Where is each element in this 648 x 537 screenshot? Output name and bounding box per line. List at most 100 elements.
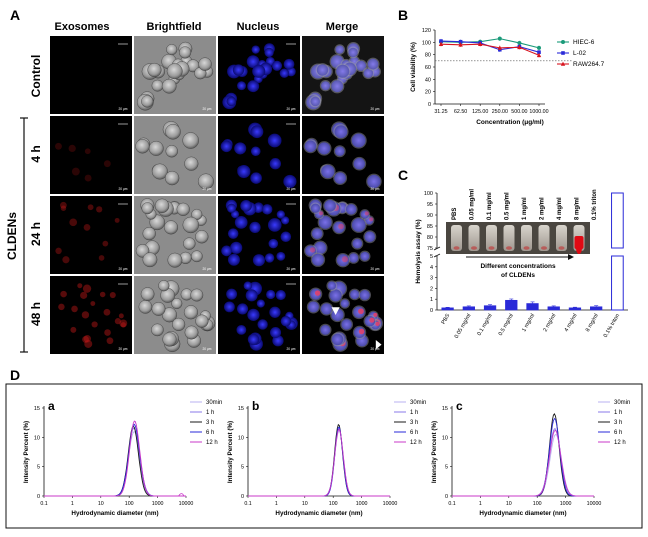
cell-brightfield <box>195 230 209 244</box>
x-tick-label: 125.00 <box>472 109 488 115</box>
y-tick-label: 80 <box>427 235 433 241</box>
x-tick-label: 10000 <box>383 501 398 507</box>
y-tick-label: 5 <box>241 465 244 471</box>
tube-sediment <box>453 246 460 250</box>
cell-brightfield <box>165 145 178 158</box>
y-tick-label: 60 <box>425 65 431 71</box>
panel-a: A Exosomes Brightfield Nucleus Merge Con… <box>5 7 384 354</box>
exosome-signal <box>70 326 77 333</box>
x-tick-label: 100 <box>533 501 542 507</box>
inset-tube-label: 4 mg/ml <box>557 197 563 220</box>
cell-nucleus <box>226 288 238 300</box>
y-tick-label: 2 <box>430 286 433 292</box>
series-line-l-02 <box>440 40 540 53</box>
micrograph-control-brightfield: 20 μm <box>134 36 216 114</box>
x-tick-label: 1000 <box>152 501 164 507</box>
x-axis-label: Hydrodynamic diameter (nm) <box>71 510 158 517</box>
cell-nucleus <box>250 146 261 157</box>
cell-nucleus <box>232 64 245 76</box>
dls-curve-6h <box>44 423 186 497</box>
y-tick-label: 75 <box>427 246 433 252</box>
exosome-signal <box>77 283 83 289</box>
exosome-signal <box>71 167 80 176</box>
micrograph-48h-brightfield: 20 μm <box>134 276 216 354</box>
data-point <box>537 50 541 54</box>
y-tick-label: 10 <box>238 435 244 441</box>
axis-break-mark <box>433 253 441 258</box>
data-point <box>458 39 463 44</box>
y-tick-label: 5 <box>445 465 448 471</box>
cell-nucleus <box>236 324 247 335</box>
bar <box>547 306 560 311</box>
cell-nucleus <box>261 204 273 215</box>
x-axis-label: Hydrodynamic diameter (nm) <box>275 510 362 517</box>
cell-brightfield <box>147 62 162 78</box>
tube <box>538 225 550 251</box>
cell-nucleus <box>279 68 290 78</box>
inset-tube-label: 0.5 mg/ml <box>505 192 511 220</box>
cell-brightfield <box>151 79 164 92</box>
tube-sediment <box>523 246 530 250</box>
cell-nucleus <box>249 221 261 234</box>
micrograph-48h-nucleus: 20 μm <box>218 276 300 354</box>
y-tick-label: 80 <box>425 53 431 59</box>
bar <box>483 305 497 311</box>
x-tick-label: 100 <box>125 501 134 507</box>
cell-brightfield <box>190 250 203 263</box>
x-tick-label: 1 mg/ml <box>521 313 536 333</box>
tube-sediment <box>488 246 495 250</box>
scale-bar-label: 20 μm <box>287 107 296 111</box>
y-tick-label: 0 <box>430 308 433 314</box>
micrograph-24h-brightfield: 20 μm <box>134 196 216 274</box>
legend-label: 12 h <box>410 440 422 446</box>
exosome-signal <box>91 321 98 328</box>
cell-merge-nucleus <box>310 203 321 213</box>
micrograph-4h-merge: 20 μm <box>302 116 384 194</box>
y-tick-label: 95 <box>427 202 433 208</box>
microscopy-grid: 20 μm 20 μm 20 μm 20 μm 20 μm 20 μm 20 μm 20 μm… <box>50 36 384 354</box>
cell-brightfield <box>161 78 177 94</box>
cell-brightfield <box>182 216 199 234</box>
micrograph-control-exosomes: 20 μm <box>50 36 132 114</box>
exosome-signal <box>369 217 374 222</box>
dls-curve-12h <box>44 420 186 497</box>
cell-brightfield <box>176 202 190 216</box>
x-tick-label: 0.1 mg/ml <box>477 313 494 337</box>
col-label-merge: Merge <box>326 21 358 33</box>
y-tick-label: 40 <box>425 77 431 83</box>
inset-tube-label: 0.1 mg/ml <box>487 192 493 220</box>
cell-nucleus <box>251 45 260 54</box>
data-point <box>537 45 541 50</box>
series-line-raw264.7 <box>440 43 540 56</box>
legend-label: 6 h <box>614 430 622 436</box>
dls-chart-b: b 0 5 10 15 0.1 1 10 100 1000 10000 Hydrodynamic di… <box>227 399 426 517</box>
x-tick-label: 0.1 <box>40 501 47 507</box>
dls-curve-6h <box>248 426 390 497</box>
bar <box>505 299 518 311</box>
exosome-signal <box>358 308 364 315</box>
data-point <box>439 39 443 43</box>
legend-label: 1 h <box>206 410 214 416</box>
cell-nucleus <box>283 58 295 70</box>
x-tick-label: 1 <box>275 501 278 507</box>
cell-nucleus <box>226 96 236 107</box>
micrograph-4h-nucleus: 20 μm <box>218 116 300 194</box>
exosome-signal <box>82 336 89 343</box>
dls-curve-6h <box>452 417 594 497</box>
data-point <box>497 45 502 50</box>
exosome-signal <box>338 223 344 230</box>
micrograph-background <box>50 276 132 354</box>
scale-bar-label: 20 μm <box>119 347 128 351</box>
cell-brightfield <box>164 170 180 186</box>
inset-tube-label: 2 mg/ml <box>540 197 546 220</box>
exosome-signal <box>103 160 111 168</box>
arrowhead-icon <box>331 307 340 315</box>
cell-nucleus <box>243 281 253 290</box>
cell-brightfield <box>195 314 209 328</box>
micrograph-background <box>50 36 132 114</box>
legend-label: 3 h <box>614 420 622 426</box>
x-tick-label: 10 <box>506 501 512 507</box>
legend-label: 1 h <box>410 410 418 416</box>
cell-brightfield <box>140 287 155 301</box>
